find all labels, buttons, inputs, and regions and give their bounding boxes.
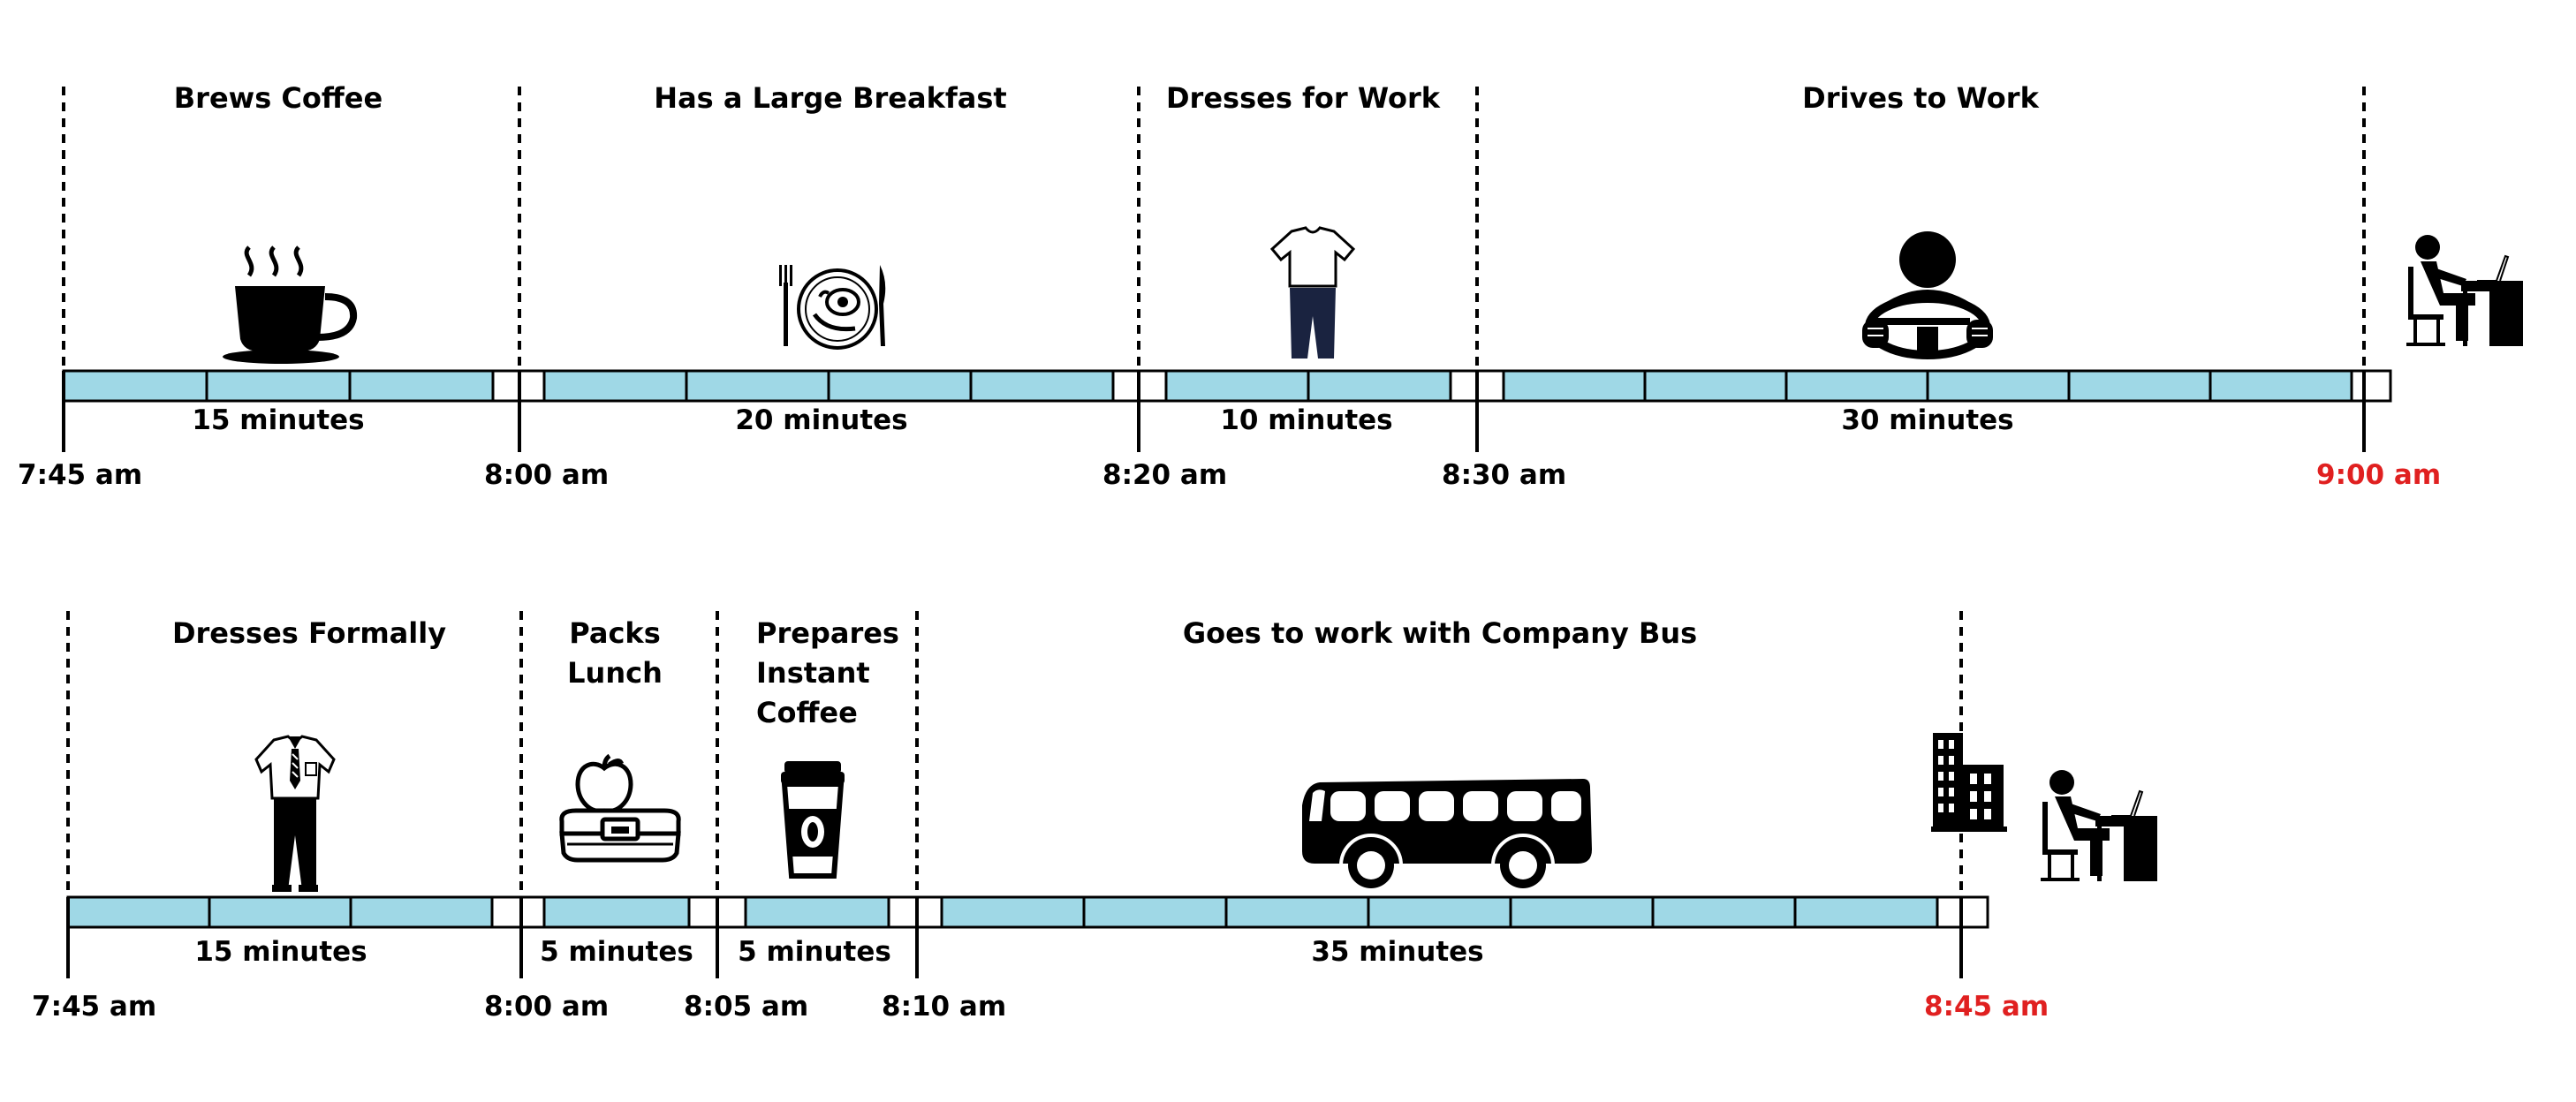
time-block [66,895,211,929]
arrival-time-label: 9:00 am [2316,459,2441,491]
coffee-to-go-icon [781,761,845,879]
time-label: 8:05 am [684,991,808,1023]
time-block [1643,369,1788,403]
casual-clothes-icon [1269,226,1356,359]
time-block [1164,369,1310,403]
time-block [542,369,688,403]
time-label: 8:10 am [882,991,1006,1023]
time-block [349,895,494,929]
arrival-time-label: 8:45 am [1924,991,2049,1023]
activity-segment [744,895,890,929]
activity-label: Prepares [756,616,899,650]
time-block [1367,895,1512,929]
time-block [2067,369,2212,403]
activity-segment [62,369,495,403]
activity-segment [66,895,494,929]
time-block [1224,895,1370,929]
lunch-box-icon [559,753,681,863]
activity-label: Coffee [756,696,858,729]
time-block [744,895,890,929]
time-block [1926,369,2071,403]
duration-label: 5 minutes [738,936,891,968]
time-label: 7:45 am [32,991,156,1023]
activity-label: Goes to work with Company Bus [1183,616,1697,650]
activity-label: Packs [569,616,660,650]
time-block [348,369,495,403]
person-at-desk-icon [2406,234,2524,347]
activity-label: Brews Coffee [174,81,383,115]
activity-label: Lunch [567,656,663,690]
duration-label: 20 minutes [735,404,907,436]
formal-clothes-icon [254,735,336,892]
activity-label: Dresses for Work [1166,81,1441,115]
driver-steering-wheel-icon [1862,231,1993,359]
time-label: 7:45 am [18,459,142,491]
duration-label: 30 minutes [1841,404,2013,436]
time-block [542,895,691,929]
time-block [1784,369,1929,403]
time-block [1651,895,1797,929]
time-label: 8:00 am [484,459,609,491]
duration-label: 5 minutes [540,936,693,968]
time-block [1082,895,1228,929]
time-block [2209,369,2353,403]
coffee-cup-icon [223,245,358,364]
activity-segment [1502,369,2353,403]
duration-label: 15 minutes [192,404,364,436]
timeline-2: 7:45 am 8:00 am 8:05 am 8:10 am 8:45 am Dress… [32,611,2049,1023]
office-building-icon [1931,733,2007,832]
activity-segment [1164,369,1452,403]
time-block [827,369,973,403]
activity-label: Has a Large Breakfast [654,81,1006,115]
duration-label: 10 minutes [1220,404,1392,436]
time-block [969,369,1115,403]
time-block [62,369,208,403]
bus-icon [1302,779,1592,888]
time-block [685,369,830,403]
duration-label: 15 minutes [194,936,367,968]
activity-segment [542,369,1115,403]
activity-segment [542,895,691,929]
time-block [205,369,352,403]
activity-label: Dresses Formally [172,616,446,650]
breakfast-plate-icon [779,265,886,350]
time-label: 8:00 am [484,991,609,1023]
person-at-desk-icon [2040,769,2158,882]
duration-label: 35 minutes [1311,936,1483,968]
time-block [208,895,352,929]
timeline-1: 7:45 am 8:00 am 8:20 am 8:30 am 9:00 am Brews… [18,81,2441,491]
time-block [1509,895,1655,929]
time-block [1793,895,1939,929]
time-block [1307,369,1452,403]
activity-label: Drives to Work [1802,81,2039,115]
time-block [1502,369,1647,403]
time-label: 8:20 am [1102,459,1227,491]
time-block [940,895,1086,929]
activity-segment [940,895,1939,929]
time-label: 8:30 am [1442,459,1566,491]
activity-label: Instant [756,656,870,690]
